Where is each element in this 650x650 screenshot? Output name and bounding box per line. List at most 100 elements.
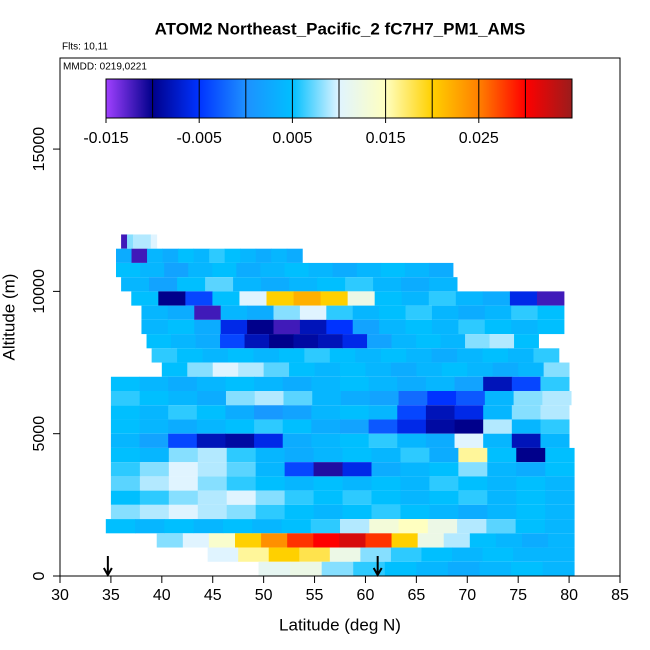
heat-cell [542,391,572,406]
heat-cell [342,447,372,463]
heat-cell [484,391,514,406]
heat-cell [273,319,301,335]
heat-cell [371,447,401,463]
heat-cell [197,476,228,491]
y-axis-label: Altitude (m) [0,274,18,361]
heat-cell [284,490,314,505]
heat-cell [329,348,356,363]
heat-cell [431,305,459,320]
heat-cell [458,504,488,520]
heat-cell [483,433,513,448]
heat-cell [384,561,417,576]
heat-cell [379,319,406,335]
heat-cell [373,277,402,292]
heat-cell [284,447,314,463]
heat-cell [514,334,539,349]
heat-cell [167,319,195,335]
heat-cell [397,433,427,448]
heat-cell [326,305,354,320]
heat-cell [390,362,417,377]
heat-cell [320,291,349,306]
heat-cell [401,291,430,306]
x-tick-label: 35 [102,587,120,604]
heat-cell [486,519,517,534]
chart-title: ATOM2 Northeast_Pacific_2 fC7H7_PM1_AMS [155,19,526,38]
heat-cell [456,391,486,406]
heat-cell [511,419,541,434]
x-tick-label: 40 [153,587,171,604]
heat-cell [440,334,466,349]
heat-cell [287,533,314,548]
heat-cell [429,462,459,477]
heat-cell [548,533,575,548]
heat-cell [454,419,484,434]
heat-cell [340,519,370,534]
heat-cell [105,519,136,534]
heat-cell [447,561,480,576]
heat-cell [196,376,226,391]
heat-cell [515,519,546,534]
heat-cell [209,248,226,263]
heat-cell [367,334,392,349]
heat-cell [220,305,248,320]
heat-cell [406,348,433,363]
heat-cell [313,447,343,463]
heat-cell [347,291,376,306]
heat-cell [311,433,341,448]
heat-cell [511,319,538,335]
x-tick-label: 45 [204,587,222,604]
heat-cell [427,519,458,534]
heat-cell [168,405,198,420]
heat-cell [482,547,514,562]
heat-cell [371,462,401,477]
heat-cell [212,291,240,306]
heat-cell [308,262,334,278]
heat-cell [352,305,380,320]
heat-cell [455,291,484,306]
heat-cell [150,234,158,249]
heat-cell [536,291,565,306]
heat-cell [313,490,343,505]
heat-cell [121,234,128,249]
heat-cell [458,319,486,335]
heat-cell [314,362,341,377]
heat-cell [284,262,309,278]
heat-cell [168,504,199,520]
colorbar-tick-label: 0.005 [272,130,312,147]
heat-cell [516,462,546,477]
heat-cell [233,277,262,292]
heat-cell [226,504,257,520]
heat-cell [197,490,228,505]
heat-cell [283,391,313,406]
heat-cell [457,519,487,534]
heat-cell [537,319,565,335]
heat-cell [369,519,399,534]
heat-cell [458,305,486,320]
heat-cell [341,391,371,406]
heat-cell [284,462,314,477]
heat-cell [254,419,284,434]
heat-cell [238,362,265,377]
colorbar-tick-label: -0.005 [177,130,222,147]
heat-cell [116,262,141,278]
heat-cell [139,376,169,391]
heat-cell [400,476,430,491]
heat-cell [483,419,513,434]
heat-cell [254,405,284,420]
heat-cell [194,305,222,320]
heat-cell [139,433,169,448]
heat-cell [545,476,575,491]
heat-cell [284,504,314,520]
plot-frame [59,57,621,577]
heat-cell [132,234,140,249]
heat-cell [202,348,229,363]
heat-cell [254,376,284,391]
heat-cell [340,419,370,434]
heat-cell [479,561,512,576]
heat-cell [457,348,483,363]
heat-cell [540,419,570,434]
heat-cell [342,504,372,520]
heat-cell [311,419,341,434]
x-tick-label: 75 [509,587,527,604]
heat-cell [431,319,459,335]
